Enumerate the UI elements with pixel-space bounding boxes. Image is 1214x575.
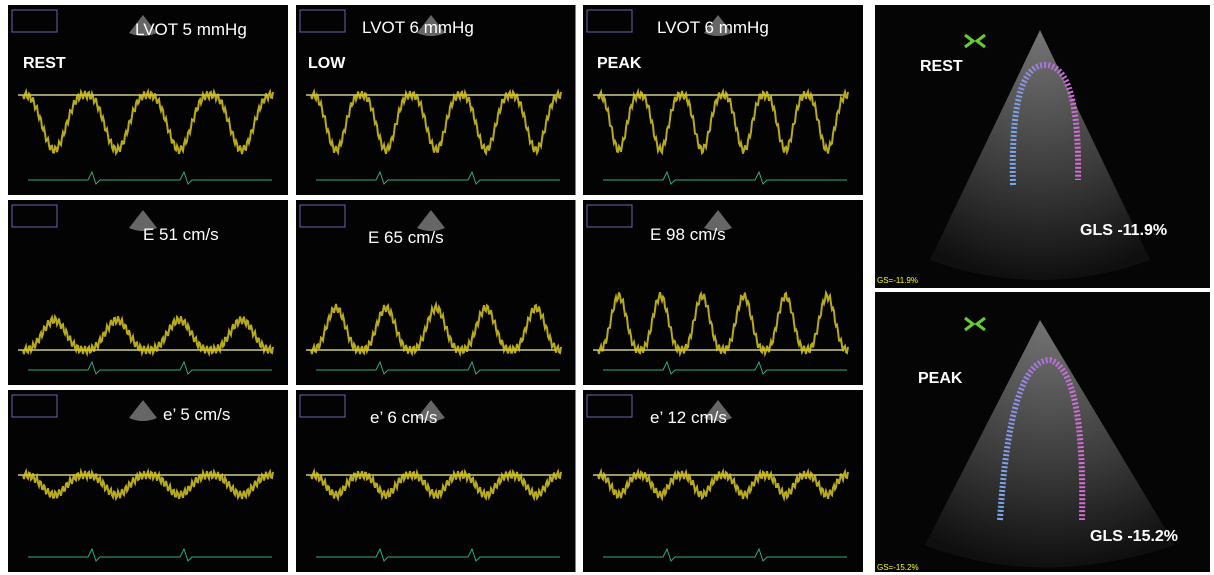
probe-sector [704,400,732,421]
ecg-trace [316,547,560,562]
probe-sector [704,210,732,231]
doppler-panel [583,200,863,385]
e-prime-label: e’ 12 cm/s [650,408,727,427]
probe-sector [129,210,157,231]
info-box [586,9,633,33]
info-box [11,394,58,418]
probe-sector [129,400,157,421]
info-box [299,394,346,418]
condition-label: REST [920,58,963,75]
waveform [22,467,274,502]
condition-label: REST [23,55,66,72]
lvot-label: LVOT 6 mmHg [657,18,769,37]
waveform [597,289,849,358]
condition-label: LOW [308,55,346,72]
e-prime-label: e’ 6 cm/s [370,408,438,427]
info-box [11,204,58,228]
condition-label: PEAK [918,370,963,387]
waveform [310,300,562,358]
doppler-panel [296,200,576,385]
info-box [299,204,346,228]
doppler-panel [8,200,288,385]
doppler-panel [8,5,288,195]
probe-sector [417,15,445,36]
waveform [22,87,274,157]
gs-label: GS=-11.9% [877,276,918,285]
info-box [586,204,633,228]
info-box [299,9,346,33]
probe-sector [129,15,157,36]
e-velocity-label: E 65 cm/s [368,228,444,247]
doppler-panel [296,5,576,195]
waveform [310,467,562,503]
ecg-trace [603,360,847,375]
gs-label: GS=-15.2% [877,563,919,572]
ecg-trace [603,547,847,562]
ecg-trace [316,360,560,375]
gls-label: GLS -15.2% [1090,528,1179,545]
probe-sector [417,400,445,421]
e-prime-label: e’ 5 cm/s [163,405,231,424]
probe-sector [417,210,445,231]
info-box [11,9,58,33]
lvot-label: LVOT 5 mmHg [135,20,247,39]
waveform [597,87,849,156]
e-velocity-label: E 51 cm/s [143,225,219,244]
ecg-trace [28,170,272,185]
ecg-trace [316,170,560,185]
ecg-trace [28,547,272,562]
waveform [22,313,274,358]
waveform [597,467,849,503]
lvot-label: LVOT 6 mmHg [362,18,474,37]
waveform [310,88,562,157]
doppler-panel [583,5,863,195]
ecg-trace [603,170,847,185]
e-velocity-label: E 98 cm/s [650,225,726,244]
gls-label: GLS -11.9% [1080,222,1168,239]
ecg-trace [28,360,272,375]
probe-sector [704,15,732,36]
condition-label: PEAK [597,55,642,72]
info-box [586,394,633,418]
